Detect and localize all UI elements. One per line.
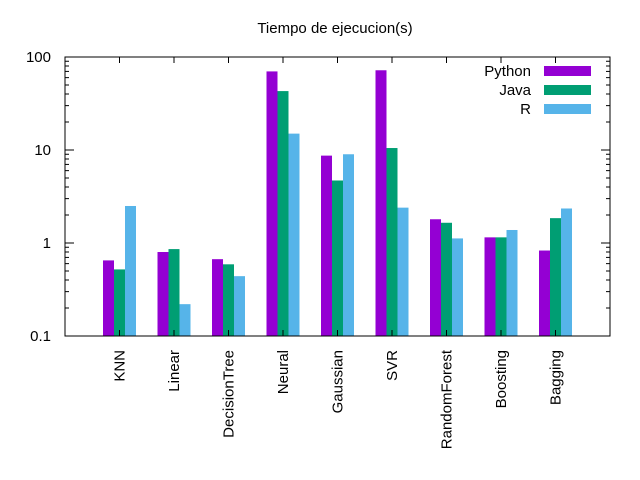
legend: Python Java R bbox=[484, 63, 591, 118]
x-tick-label: Gaussian bbox=[330, 350, 347, 413]
y-tick-label: 1 bbox=[43, 235, 51, 252]
x-tick-label: Bagging bbox=[548, 350, 565, 405]
bar-r-neural bbox=[288, 133, 300, 336]
bars-layer bbox=[103, 70, 572, 337]
legend-label: Python bbox=[484, 63, 531, 80]
x-tick-label: Neural bbox=[275, 350, 292, 394]
bar-java-linear bbox=[168, 249, 180, 336]
bar-python-gaussian bbox=[321, 155, 332, 336]
bar-java-knn bbox=[114, 269, 125, 336]
bar-python-randomforest bbox=[430, 219, 441, 336]
bar-r-knn bbox=[125, 205, 136, 336]
bar-r-linear bbox=[179, 304, 191, 336]
legend-swatch-r bbox=[544, 104, 591, 114]
bar-java-randomforest bbox=[441, 222, 452, 336]
bar-python-svr bbox=[375, 70, 387, 337]
x-tick-label: RandomForest bbox=[439, 349, 456, 449]
x-tick-label: DecisionTree bbox=[221, 350, 238, 438]
bar-java-bagging bbox=[550, 218, 561, 336]
bar-java-svr bbox=[386, 148, 398, 336]
bar-python-decisiontree bbox=[212, 259, 223, 336]
legend-swatch-python bbox=[544, 66, 591, 76]
bar-r-bagging bbox=[561, 208, 572, 336]
bar-r-randomforest bbox=[452, 238, 463, 336]
x-axis: KNN Linear DecisionTree Neural Gaussian SVR Ra… bbox=[112, 57, 565, 449]
bar-java-decisiontree bbox=[223, 264, 234, 336]
bar-python-bagging bbox=[539, 250, 550, 336]
x-tick-label: Linear bbox=[166, 350, 183, 392]
bar-python-neural bbox=[266, 71, 278, 336]
bar-r-decisiontree bbox=[234, 276, 245, 336]
x-tick-label: SVR bbox=[384, 350, 401, 381]
bar-java-boosting bbox=[495, 237, 507, 336]
y-tick-label: 0.1 bbox=[30, 328, 51, 345]
legend-label: R bbox=[520, 101, 531, 118]
x-tick-label: Boosting bbox=[493, 350, 510, 408]
chart-title: Tiempo de ejecucion(s) bbox=[257, 20, 412, 37]
legend-swatch-java bbox=[544, 85, 591, 95]
bar-java-gaussian bbox=[332, 180, 343, 336]
bar-java-neural bbox=[277, 91, 289, 336]
bar-python-linear bbox=[157, 252, 169, 336]
legend-label: Java bbox=[499, 82, 531, 99]
bar-python-knn bbox=[103, 260, 114, 336]
x-tick-label: KNN bbox=[112, 350, 129, 382]
y-tick-label: 100 bbox=[26, 49, 51, 66]
bar-python-boosting bbox=[484, 237, 496, 336]
y-tick-label: 10 bbox=[34, 142, 51, 159]
bar-r-boosting bbox=[506, 229, 518, 336]
y-axis: 0.1 1 10 100 bbox=[26, 49, 610, 345]
bar-r-gaussian bbox=[343, 154, 354, 336]
bar-r-svr bbox=[397, 207, 409, 336]
